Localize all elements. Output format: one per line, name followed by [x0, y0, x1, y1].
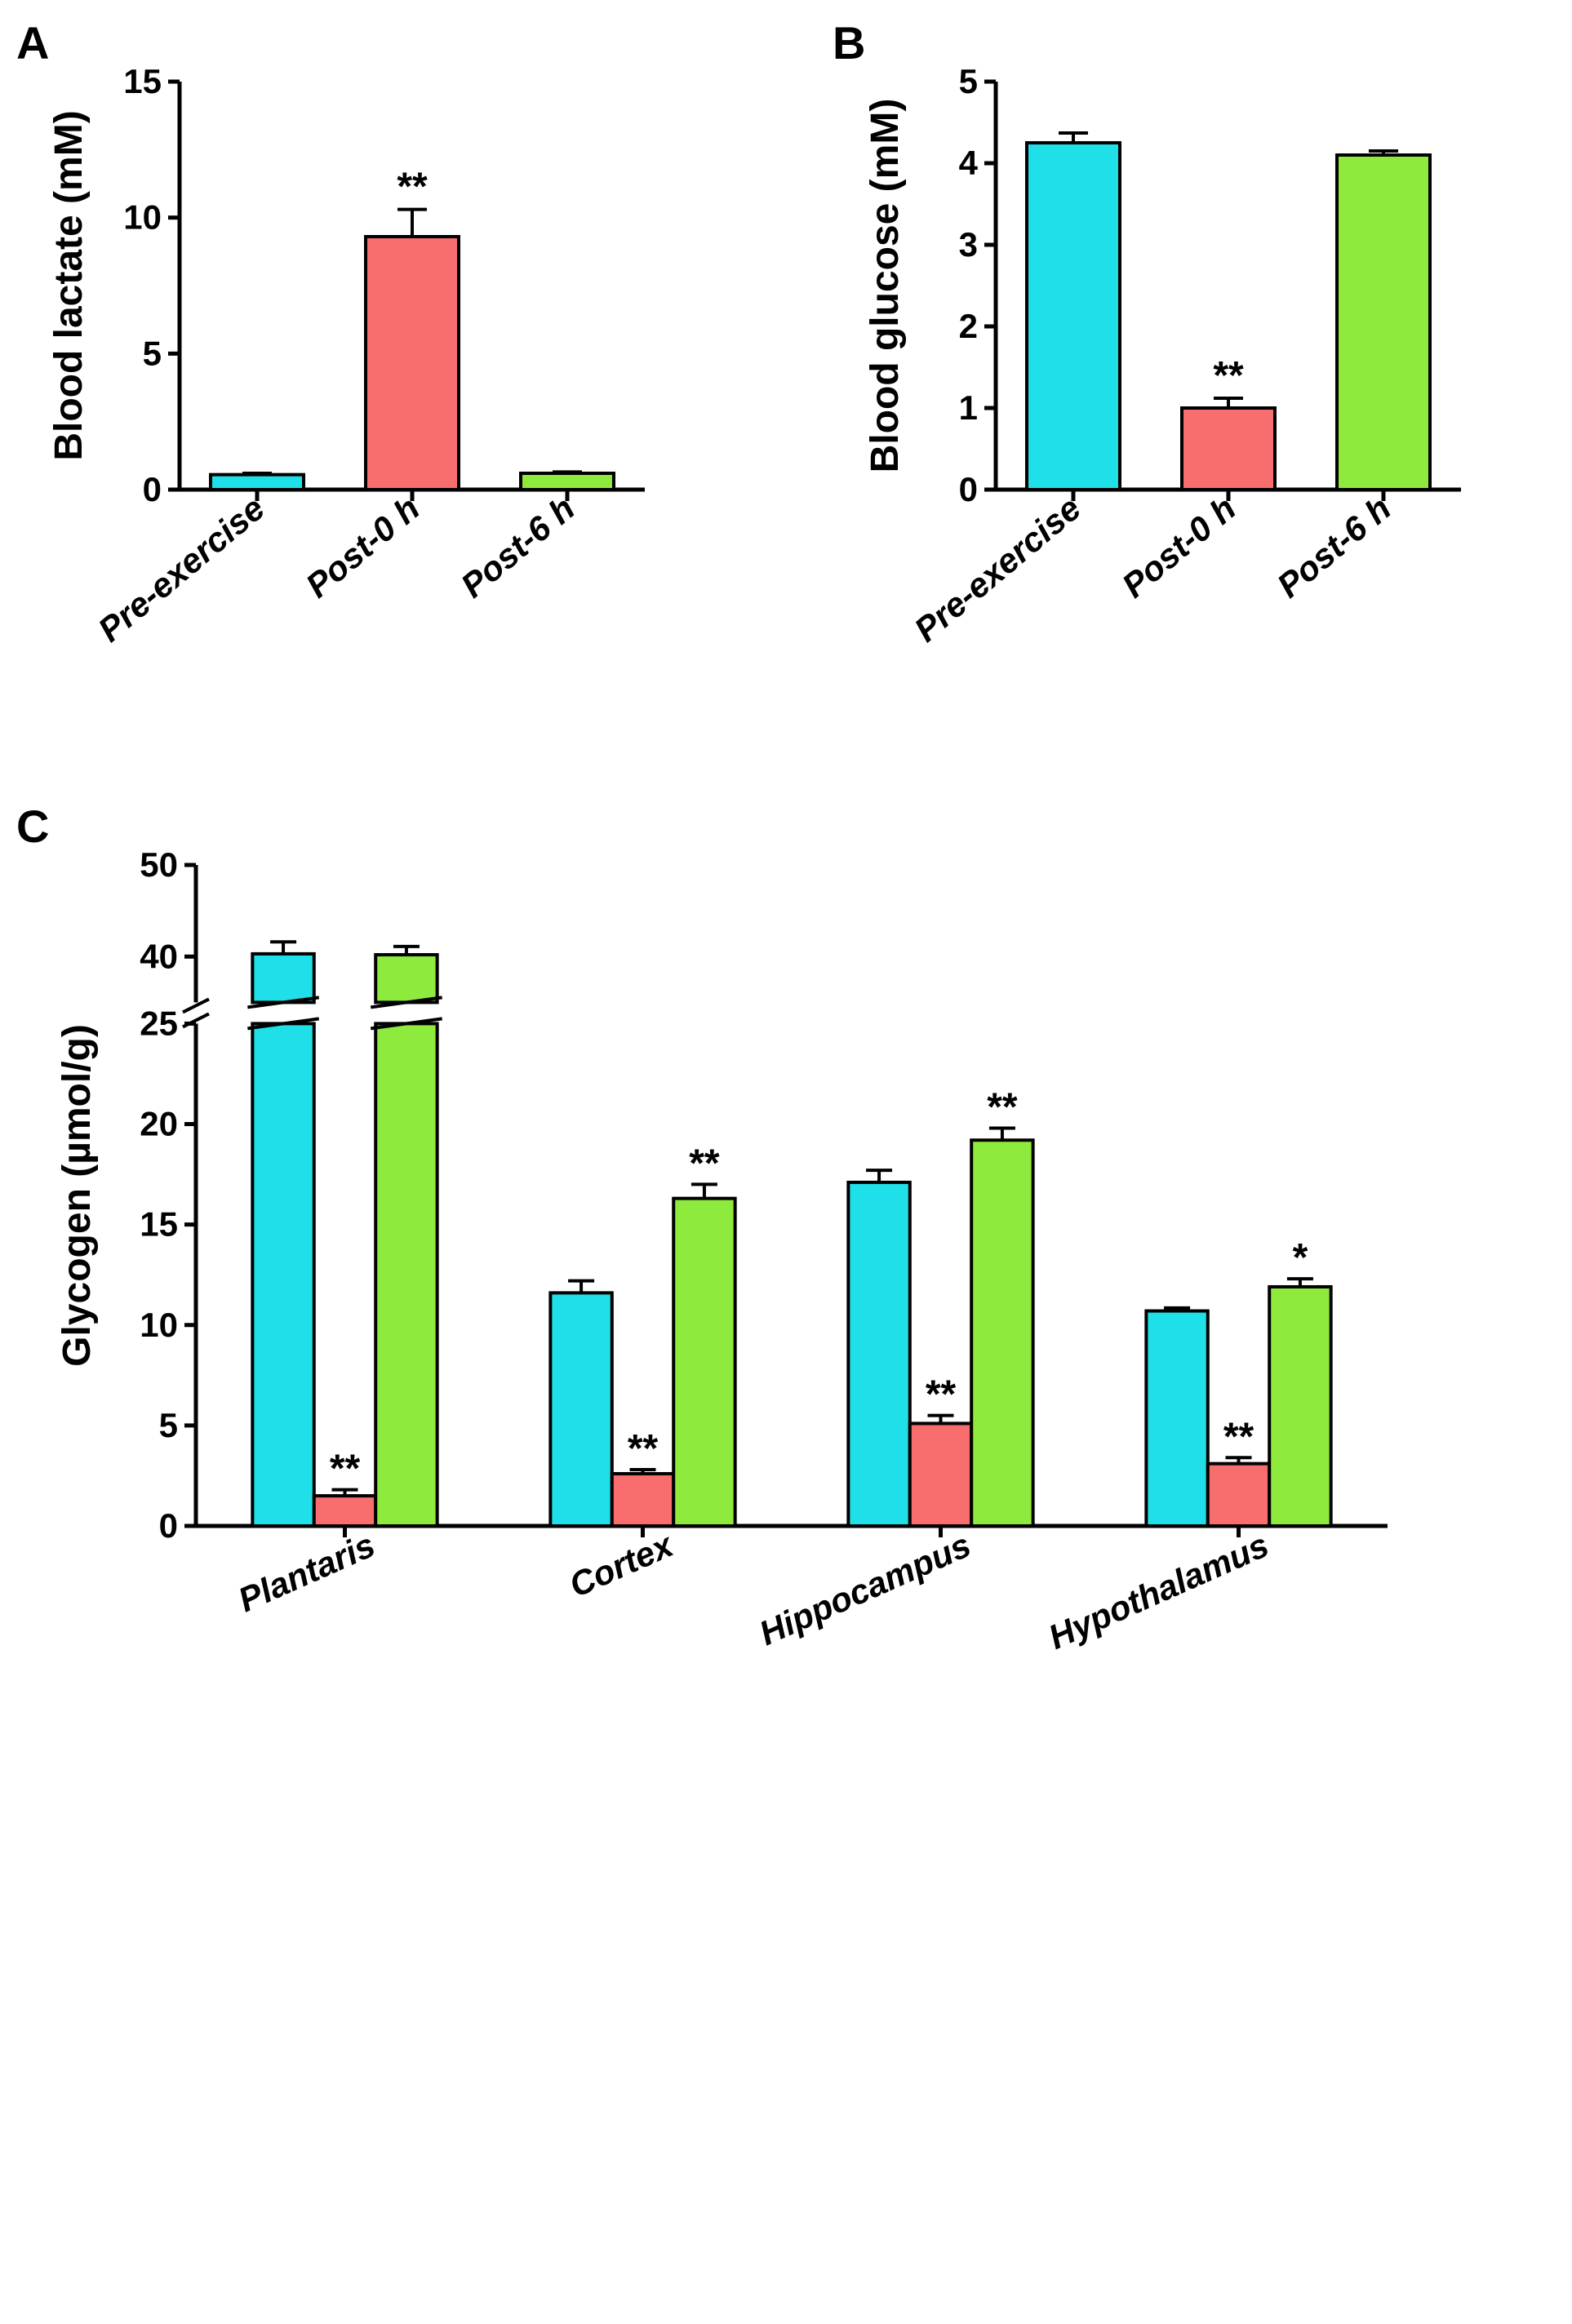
svg-text:3: 3	[959, 225, 978, 264]
svg-text:Blood glucose (mM): Blood glucose (mM)	[864, 99, 907, 473]
panel-b: B 012345Blood glucose (mM)Pre-exercisePo…	[849, 33, 1485, 669]
svg-text:**: **	[926, 1373, 957, 1417]
svg-text:Hypothalamus: Hypothalamus	[1043, 1525, 1274, 1657]
svg-text:Post-0 h: Post-0 h	[1115, 489, 1243, 605]
svg-text:Pre-exercise: Pre-exercise	[907, 489, 1088, 650]
svg-text:**: **	[987, 1085, 1018, 1129]
svg-text:4: 4	[959, 144, 979, 182]
svg-text:Hippocampus: Hippocampus	[753, 1525, 976, 1652]
svg-text:0: 0	[143, 470, 162, 508]
svg-text:20: 20	[140, 1105, 178, 1143]
svg-text:Cortex: Cortex	[563, 1525, 679, 1605]
panel-c: C 05101520254050Glycogen (µmol/g)**Plant…	[33, 816, 1572, 1714]
svg-text:Post-6 h: Post-6 h	[454, 489, 582, 605]
svg-text:1: 1	[959, 388, 978, 427]
svg-text:50: 50	[140, 845, 178, 884]
svg-text:**: **	[689, 1142, 720, 1185]
panel-a-label: A	[16, 16, 49, 69]
figure-container: A 051015Blood lactate (mM)Pre-exercisePo…	[33, 33, 1572, 1714]
panel-b-label: B	[833, 16, 865, 69]
svg-text:5: 5	[159, 1406, 178, 1444]
blood-lactate-chart: 051015Blood lactate (mM)Pre-exercisePost…	[33, 33, 669, 669]
svg-text:2: 2	[959, 307, 978, 345]
svg-text:5: 5	[959, 62, 978, 100]
svg-text:**: **	[330, 1448, 361, 1491]
svg-text:*: *	[1293, 1236, 1308, 1280]
svg-text:Pre-exercise: Pre-exercise	[91, 489, 272, 650]
svg-text:Blood lactate (mM): Blood lactate (mM)	[47, 110, 91, 460]
svg-text:Post-6 h: Post-6 h	[1270, 489, 1398, 605]
svg-text:**: **	[1213, 354, 1244, 397]
blood-glucose-chart: 012345Blood glucose (mM)Pre-exercisePost…	[849, 33, 1485, 669]
svg-text:0: 0	[959, 470, 978, 508]
svg-text:0: 0	[159, 1506, 178, 1545]
svg-text:10: 10	[123, 198, 162, 237]
panel-a: A 051015Blood lactate (mM)Pre-exercisePo…	[33, 33, 669, 669]
svg-text:10: 10	[140, 1306, 178, 1344]
svg-text:25: 25	[140, 1004, 178, 1042]
svg-text:Post-0 h: Post-0 h	[299, 489, 427, 605]
svg-text:Glycogen (µmol/g): Glycogen (µmol/g)	[56, 1024, 99, 1367]
svg-text:**: **	[628, 1427, 659, 1470]
svg-text:**: **	[397, 166, 428, 209]
svg-text:15: 15	[123, 62, 162, 100]
panel-c-label: C	[16, 800, 49, 853]
svg-text:15: 15	[140, 1205, 178, 1244]
svg-text:5: 5	[143, 334, 162, 372]
top-row: A 051015Blood lactate (mM)Pre-exercisePo…	[33, 33, 1572, 669]
svg-text:40: 40	[140, 937, 178, 975]
glycogen-chart: 0 5 10 15 20 25 40 50 Glycogen (µmol/g) ** Plantar…	[33, 816, 1420, 1714]
svg-text:Plantaris: Plantaris	[233, 1525, 380, 1619]
svg-text:**: **	[1223, 1415, 1254, 1458]
